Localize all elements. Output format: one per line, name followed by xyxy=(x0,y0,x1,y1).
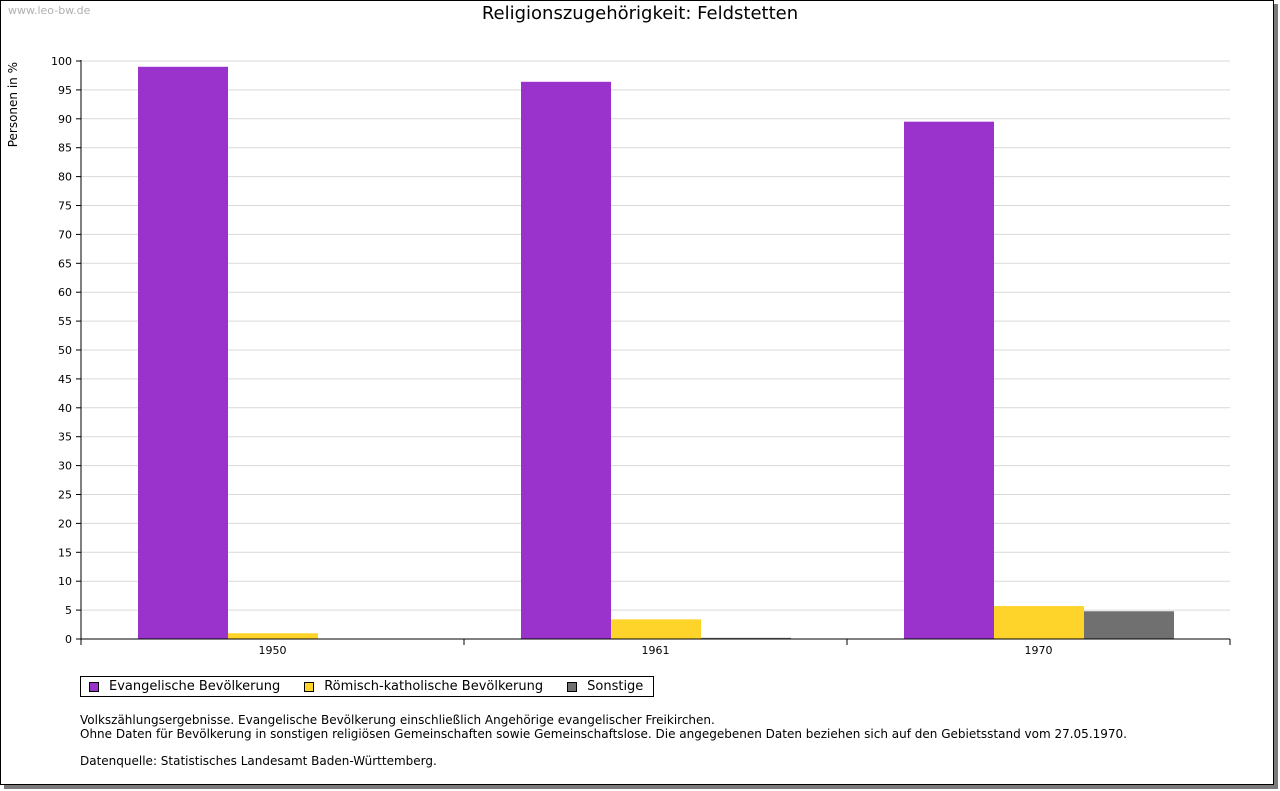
y-tick-label: 25 xyxy=(58,489,72,502)
legend-item: Römisch-katholische Bevölkerung xyxy=(304,679,543,694)
legend-label: Sonstige xyxy=(587,679,644,694)
legend-label: Evangelische Bevölkerung xyxy=(109,679,281,694)
bar xyxy=(611,619,701,639)
watermark: www.leo-bw.de xyxy=(8,4,91,17)
legend-item: Evangelische Bevölkerung xyxy=(89,679,280,694)
x-tick-label: 1950 xyxy=(259,644,287,657)
note-line-2: Ohne Daten für Bevölkerung in sonstigen … xyxy=(80,727,1127,741)
y-tick-label: 35 xyxy=(58,431,72,444)
bar xyxy=(138,66,228,639)
bar xyxy=(1084,611,1174,639)
y-tick-label: 75 xyxy=(58,200,72,213)
note-line-1: Volkszählungsergebnisse. Evangelische Be… xyxy=(80,713,715,727)
y-tick-label: 70 xyxy=(58,228,72,241)
y-tick-label: 45 xyxy=(58,373,72,386)
bar xyxy=(904,121,994,639)
y-tick-label: 20 xyxy=(58,517,72,530)
y-tick-label: 65 xyxy=(58,257,72,270)
legend-swatch xyxy=(89,681,99,692)
y-tick-label: 55 xyxy=(58,315,72,328)
x-tick-label: 1970 xyxy=(1025,644,1053,657)
y-tick-label: 80 xyxy=(58,171,72,184)
x-tick-label: 1961 xyxy=(642,644,670,657)
y-tick-label: 50 xyxy=(58,344,72,357)
bar xyxy=(701,637,791,639)
y-tick-label: 90 xyxy=(58,113,72,126)
y-tick-label: 15 xyxy=(58,546,72,559)
bar xyxy=(228,633,318,639)
legend-label: Römisch-katholische Bevölkerung xyxy=(324,679,544,694)
chart-title: Religionszugehörigkeit: Feldstetten xyxy=(481,3,799,24)
y-tick-label: 100 xyxy=(51,55,72,68)
y-tick-label: 85 xyxy=(58,142,72,155)
y-axis-label: Personen in % xyxy=(6,62,20,147)
legend-swatch xyxy=(567,681,578,692)
legend: Evangelische Bevölkerung Römisch-katholis… xyxy=(80,676,655,697)
y-tick-label: 30 xyxy=(58,460,72,473)
y-tick-label: 10 xyxy=(58,575,72,588)
y-tick-label: 95 xyxy=(58,84,72,97)
bar xyxy=(994,606,1084,639)
bar xyxy=(521,81,611,640)
y-tick-label: 0 xyxy=(65,633,72,646)
legend-swatch xyxy=(304,681,315,692)
chart-notes: Volkszählungsergebnisse. Evangelische Be… xyxy=(80,713,1127,768)
legend-item: Sonstige xyxy=(567,679,643,694)
y-tick-label: 5 xyxy=(65,604,72,617)
y-tick-label: 60 xyxy=(58,286,72,299)
data-source: Datenquelle: Statistisches Landesamt Bad… xyxy=(80,754,437,768)
y-tick-label: 40 xyxy=(58,402,72,415)
